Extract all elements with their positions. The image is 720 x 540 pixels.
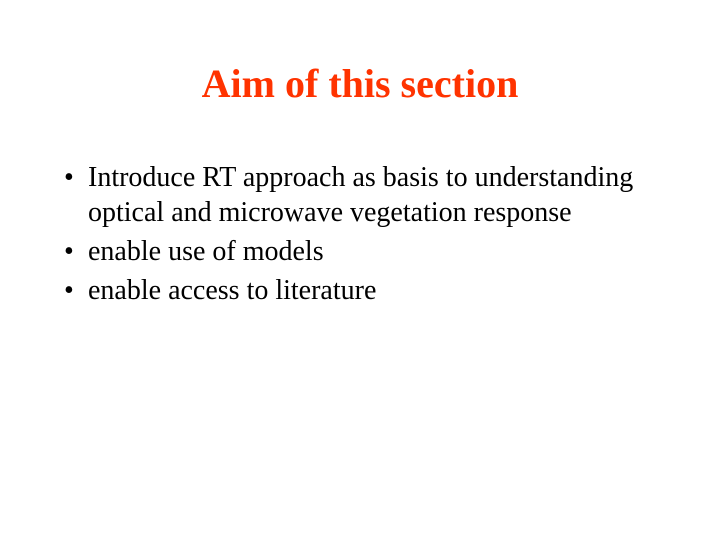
bullet-text: Introduce RT approach as basis to unders… bbox=[88, 162, 633, 228]
list-item: enable use of models bbox=[60, 234, 660, 269]
bullet-text: enable use of models bbox=[88, 236, 324, 267]
list-item: enable access to literature bbox=[60, 273, 660, 308]
slide-title: Aim of this section bbox=[0, 60, 720, 107]
slide: Aim of this section Introduce RT approac… bbox=[0, 0, 720, 540]
bullet-text: enable access to literature bbox=[88, 275, 376, 306]
list-item: Introduce RT approach as basis to unders… bbox=[60, 160, 660, 230]
bullet-list: Introduce RT approach as basis to unders… bbox=[60, 160, 660, 312]
